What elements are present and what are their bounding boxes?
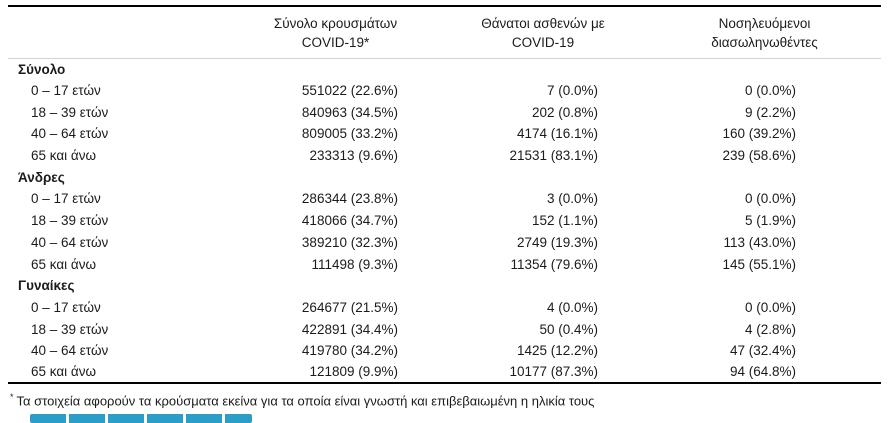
- deaths-cell: 2749 (19.3%): [516, 234, 598, 250]
- deaths-cell: 1425 (12.2%): [516, 343, 598, 359]
- table-row: 18 – 39 ετών 422891 (34.4%) 50 (0.4%) 4 …: [8, 318, 881, 340]
- deaths-cell: 152 (1.1%): [531, 213, 598, 229]
- age-label: 18 – 39 ετών: [31, 213, 109, 229]
- cases-cell: 111498 (9.3%): [311, 256, 398, 272]
- group-label: Σύνολο: [18, 61, 66, 77]
- intubated-cell: 47 (32.4%): [729, 343, 796, 359]
- age-label: 0 – 17 ετών: [31, 191, 101, 207]
- table-body: Σύνολο 0 – 17 ετών 551022 (22.6%) 7 (0.0…: [8, 58, 881, 383]
- age-label: 18 – 39 ετών: [31, 321, 109, 337]
- deaths-cell: 21531 (83.1%): [509, 148, 598, 164]
- cases-cell: 809005 (33.2%): [301, 126, 398, 142]
- footnote-asterisk: *: [10, 392, 14, 403]
- age-label: 18 – 39 ετών: [31, 104, 109, 120]
- cases-cell: 840963 (34.5%): [301, 104, 398, 120]
- intubated-cell: 113 (43.0%): [723, 234, 796, 250]
- intubated-cell: 239 (58.6%): [722, 148, 796, 164]
- table-row: 40 – 64 ετών 809005 (33.2%) 4174 (16.1%)…: [8, 123, 881, 145]
- intubated-cell: 9 (2.2%): [744, 104, 796, 120]
- intubated-cell: 0 (0.0%): [744, 191, 796, 207]
- column-header-total-cases-label: Σύνολο κρουσμάτων COVID-19*: [273, 16, 398, 50]
- age-label: 0 – 17 ετών: [31, 83, 101, 99]
- cases-cell: 233313 (9.6%): [309, 148, 398, 164]
- table-row: 40 – 64 ετών 389210 (32.3%) 2749 (19.3%)…: [8, 232, 881, 254]
- age-label: 40 – 64 ετών: [31, 234, 109, 250]
- deaths-cell: 4 (0.0%): [546, 299, 598, 315]
- cases-cell: 551022 (22.6%): [301, 83, 398, 99]
- table-row: 0 – 17 ετών 286344 (23.8%) 3 (0.0%) 0 (0…: [8, 188, 881, 210]
- column-header-deaths-label: Θάνατοι ασθενών με COVID-19: [481, 16, 605, 50]
- intubated-cell: 0 (0.0%): [744, 299, 796, 315]
- covid-age-statistics-table: Σύνολο κρουσμάτων COVID-19* Θάνατοι ασθε…: [8, 5, 881, 385]
- column-header-deaths: Θάνατοι ασθενών με COVID-19: [438, 6, 648, 59]
- table-header: Σύνολο κρουσμάτων COVID-19* Θάνατοι ασθε…: [8, 6, 881, 59]
- intubated-cell: 94 (64.8%): [729, 364, 796, 380]
- deaths-cell: 50 (0.4%): [539, 321, 598, 337]
- age-label: 65 και άνω: [31, 256, 97, 272]
- intubated-cell: 5 (1.9%): [744, 213, 796, 229]
- deaths-cell: 3 (0.0%): [546, 191, 598, 207]
- group-row-men: Άνδρες: [8, 166, 881, 188]
- group-row-total: Σύνολο: [8, 58, 881, 80]
- deaths-cell: 7 (0.0%): [546, 83, 598, 99]
- table-row: 40 – 64 ετών 419780 (34.2%) 1425 (12.2%)…: [8, 340, 881, 362]
- deaths-cell: 11354 (79.6%): [510, 256, 598, 272]
- intubated-cell: 4 (2.8%): [744, 321, 796, 337]
- table-footnote: * Τα στοιχεία αφορούν τα κρούσματα εκείνα…: [10, 392, 888, 408]
- column-header-intubated-label: Νοσηλευόμενοι διασωληνωθέντες: [711, 16, 818, 50]
- table-row: 18 – 39 ετών 418066 (34.7%) 152 (1.1%) 5…: [8, 210, 881, 232]
- table-row: 65 και άνω 111498 (9.3%) 11354 (79.6%) 1…: [8, 253, 881, 275]
- column-header-intubated: Νοσηλευόμενοι διασωληνωθέντες: [648, 6, 881, 59]
- group-label: Γυναίκες: [18, 278, 75, 294]
- group-row-women: Γυναίκες: [8, 275, 881, 297]
- cases-cell: 419780 (34.2%): [301, 343, 398, 359]
- cases-cell: 121809 (9.9%): [309, 364, 398, 380]
- age-label: 65 και άνω: [31, 148, 97, 164]
- table-row: 65 και άνω 121809 (9.9%) 10177 (87.3%) 9…: [8, 362, 881, 384]
- deaths-cell: 202 (0.8%): [531, 104, 598, 120]
- cases-cell: 264677 (21.5%): [301, 299, 398, 315]
- group-label: Άνδρες: [18, 169, 65, 185]
- cases-cell: 286344 (23.8%): [301, 191, 398, 207]
- age-label: 0 – 17 ετών: [31, 299, 101, 315]
- deaths-cell: 4174 (16.1%): [516, 126, 598, 142]
- empty-header-cell: [8, 6, 233, 59]
- header-row: Σύνολο κρουσμάτων COVID-19* Θάνατοι ασθε…: [8, 6, 881, 59]
- intubated-cell: 0 (0.0%): [744, 83, 796, 99]
- intubated-cell: 145 (55.1%): [722, 256, 796, 272]
- age-label: 40 – 64 ετών: [31, 126, 109, 142]
- table-row: 65 και άνω 233313 (9.6%) 21531 (83.1%) 2…: [8, 145, 881, 167]
- table-row: 18 – 39 ετών 840963 (34.5%) 202 (0.8%) 9…: [8, 101, 881, 123]
- intubated-cell: 160 (39.2%): [722, 126, 796, 142]
- age-label: 40 – 64 ετών: [31, 343, 109, 359]
- cases-cell: 422891 (34.4%): [301, 321, 398, 337]
- cropped-teal-graphic: [30, 414, 252, 423]
- deaths-cell: 10177 (87.3%): [509, 364, 598, 380]
- cases-cell: 418066 (34.7%): [301, 213, 398, 229]
- age-label: 65 και άνω: [31, 364, 97, 380]
- table-row: 0 – 17 ετών 264677 (21.5%) 4 (0.0%) 0 (0…: [8, 297, 881, 319]
- footnote-text: Τα στοιχεία αφορούν τα κρούσματα εκείνα …: [16, 393, 595, 409]
- table-row: 0 – 17 ετών 551022 (22.6%) 7 (0.0%) 0 (0…: [8, 80, 881, 102]
- cases-cell: 389210 (32.3%): [301, 234, 398, 250]
- column-header-total-cases: Σύνολο κρουσμάτων COVID-19*: [233, 6, 438, 59]
